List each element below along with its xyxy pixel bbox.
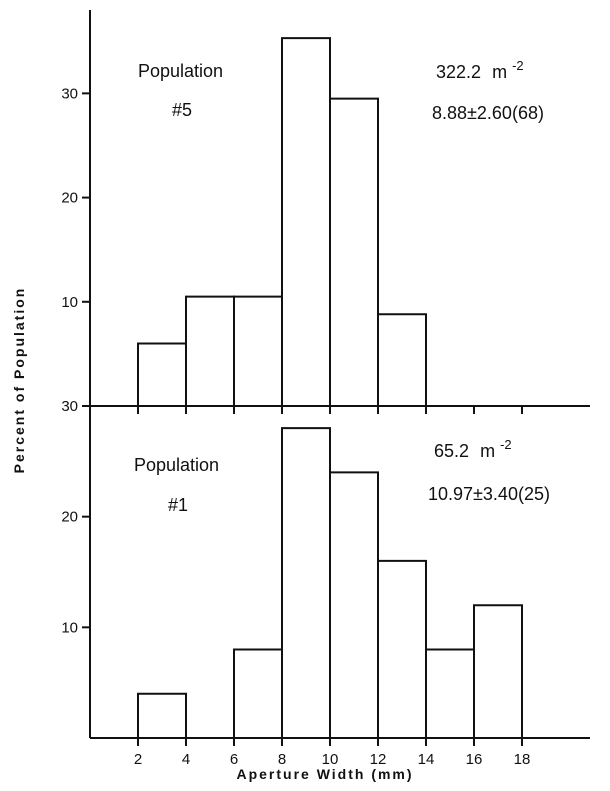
bottom-y-tick-label-2: 30 — [61, 398, 78, 415]
bottom-x-tick-label-3: 8 — [278, 751, 286, 768]
top-panel: 10 20 30 Population #5 322.2 m -2 8.88±2.6… — [61, 10, 590, 414]
top-population-number: #5 — [172, 100, 192, 120]
top-y-tick-label-0: 10 — [61, 294, 78, 311]
bottom-x-tick-label-4: 10 — [322, 751, 339, 768]
bottom-x-tick-label-0: 2 — [134, 751, 142, 768]
x-axis-label: Aperture Width (mm) — [236, 766, 413, 782]
bottom-histogram-bars — [137, 427, 523, 738]
top-density-exponent: -2 — [512, 58, 524, 73]
top-density: 322.2 m -2 — [436, 58, 524, 82]
top-y-tick-label-1: 20 — [61, 190, 78, 207]
top-histogram-bar-3 — [281, 37, 331, 406]
bottom-density-unit: m — [480, 441, 495, 461]
bottom-histogram-bar-7 — [473, 604, 523, 738]
top-histogram-bar-5 — [377, 313, 427, 406]
bottom-density: 65.2 m -2 — [434, 437, 512, 461]
bottom-histogram-bar-2 — [233, 648, 283, 738]
y-axis-label: Percent of Population — [11, 287, 27, 474]
bottom-x-ticks: 2 4 6 8 10 12 14 16 18 — [134, 738, 531, 768]
top-y-ticks: 10 20 30 — [61, 85, 90, 311]
top-histogram-bars — [137, 37, 427, 406]
bottom-x-tick-label-5: 12 — [370, 751, 387, 768]
bottom-y-tick-label-0: 10 — [61, 619, 78, 636]
top-population-label: Population — [138, 61, 223, 81]
bottom-y-tick-label-1: 20 — [61, 509, 78, 526]
top-density-value: 322.2 — [436, 62, 481, 82]
top-y-tick-label-2: 30 — [61, 85, 78, 102]
top-stats: 8.88±2.60(68) — [432, 103, 544, 123]
bottom-histogram-bar-3 — [281, 427, 331, 738]
bottom-stats: 10.97±3.40(25) — [428, 484, 550, 504]
bottom-histogram-bar-4 — [329, 471, 379, 738]
bottom-y-ticks: 10 20 30 — [61, 398, 90, 636]
bottom-population-label: Population — [134, 455, 219, 475]
top-histogram-bar-2 — [233, 295, 283, 406]
bottom-x-tick-label-8: 18 — [514, 751, 531, 768]
bottom-density-value: 65.2 — [434, 441, 469, 461]
bottom-x-tick-label-7: 16 — [466, 751, 483, 768]
bottom-x-tick-label-6: 14 — [418, 751, 435, 768]
top-histogram-bar-0 — [137, 342, 187, 406]
top-histogram-bar-1 — [185, 295, 235, 406]
bottom-histogram-bar-6 — [425, 648, 475, 738]
bottom-panel: 10 20 30 2 4 6 8 10 12 14 16 18 Population #1 65.2… — [61, 398, 590, 768]
bottom-density-exponent: -2 — [500, 437, 512, 452]
bottom-x-tick-label-1: 4 — [182, 751, 190, 768]
bottom-histogram-bar-0 — [137, 692, 187, 738]
top-histogram-bar-4 — [329, 97, 379, 406]
top-density-unit: m — [492, 62, 507, 82]
bottom-histogram-bar-5 — [377, 559, 427, 738]
bottom-population-number: #1 — [168, 495, 188, 515]
bottom-x-tick-label-2: 6 — [230, 751, 238, 768]
